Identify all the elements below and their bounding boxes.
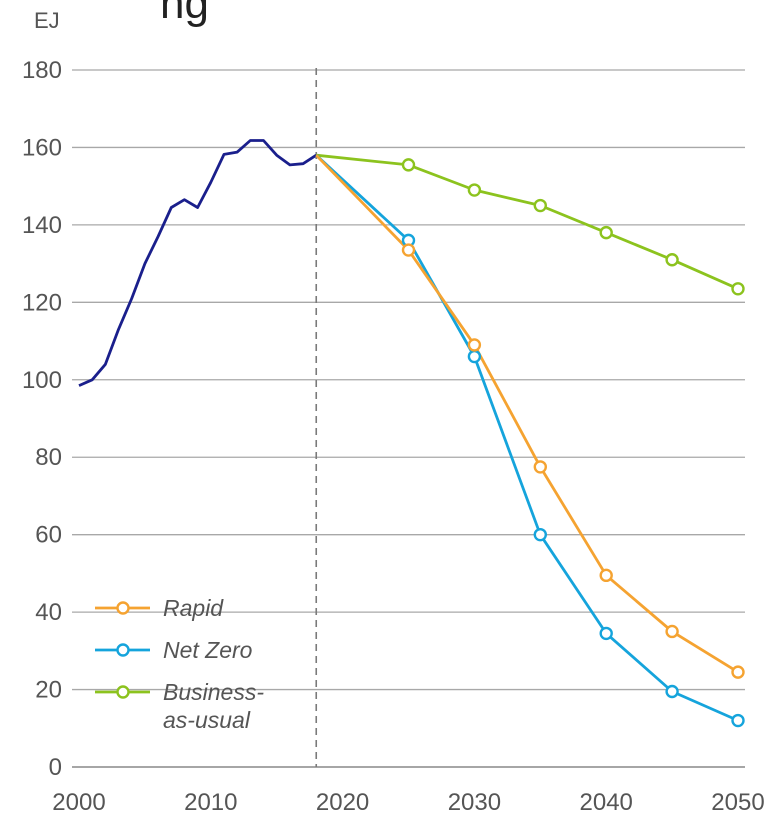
legend-item-net-zero: Net Zero	[95, 637, 253, 663]
x-tick-label: 2010	[184, 789, 237, 816]
y-tick-label: 120	[22, 289, 62, 316]
rapid-point	[599, 568, 613, 583]
legend-label: Net Zero	[163, 637, 253, 663]
y-tick-label: 160	[22, 134, 62, 161]
gridlines	[72, 69, 745, 768]
business-as-usual-point	[599, 225, 613, 240]
business-as-usual-point	[665, 253, 679, 267]
legend: Rapid Net Zero Business-as-usual	[95, 595, 264, 733]
y-tick-label: 60	[35, 522, 62, 549]
x-tick-label: 2000	[52, 789, 105, 816]
rapid-point	[467, 338, 482, 352]
x-tick-label: 2030	[448, 789, 501, 816]
rapid-point	[731, 665, 745, 679]
legend-swatch-marker	[116, 601, 130, 615]
business-as-usual-point	[467, 183, 482, 197]
business-as-usual-point	[731, 282, 745, 296]
rapid-line	[315, 154, 739, 674]
net-zero-point	[533, 527, 547, 542]
legend-label: Business-	[163, 679, 264, 705]
y-tick-label: 20	[35, 677, 62, 704]
net-zero-point	[467, 349, 482, 364]
x-axis-ticks: 2000 2010 2020 2030 2040 2050	[52, 789, 764, 816]
net-zero-point	[599, 626, 613, 641]
business-as-usual-point	[533, 198, 547, 213]
series-lines	[78, 139, 739, 722]
legend-label: as-usual	[163, 707, 251, 733]
rapid-point	[533, 460, 547, 474]
rapid-point	[665, 624, 679, 639]
legend-item-business-as-usual: Business-as-usual	[95, 679, 264, 733]
series-markers	[401, 158, 745, 728]
y-axis-unit-label: EJ	[34, 8, 60, 33]
y-tick-label: 0	[49, 754, 62, 781]
x-tick-label: 2050	[711, 789, 764, 816]
y-tick-label: 100	[22, 367, 62, 394]
y-tick-label: 140	[22, 212, 62, 239]
legend-label: Rapid	[163, 595, 224, 621]
legend-item-rapid: Rapid	[95, 595, 224, 621]
legend-swatch-marker	[116, 685, 130, 699]
rapid-point	[401, 243, 416, 257]
net-zero-point	[731, 713, 745, 728]
y-tick-label: 40	[35, 599, 62, 626]
net-zero-point	[665, 684, 679, 699]
x-tick-label: 2040	[580, 789, 633, 816]
y-tick-label: 80	[35, 444, 62, 471]
legend-swatch-marker	[116, 643, 130, 657]
y-axis-ticks: 0 20 40 60 80 100 120 140 160 180	[22, 57, 62, 781]
x-tick-label: 2020	[316, 789, 369, 816]
chart-title-fragment: ng	[160, 0, 209, 28]
history-line	[78, 139, 317, 387]
business-as-usual-point	[401, 158, 416, 172]
y-tick-label: 180	[22, 57, 62, 84]
